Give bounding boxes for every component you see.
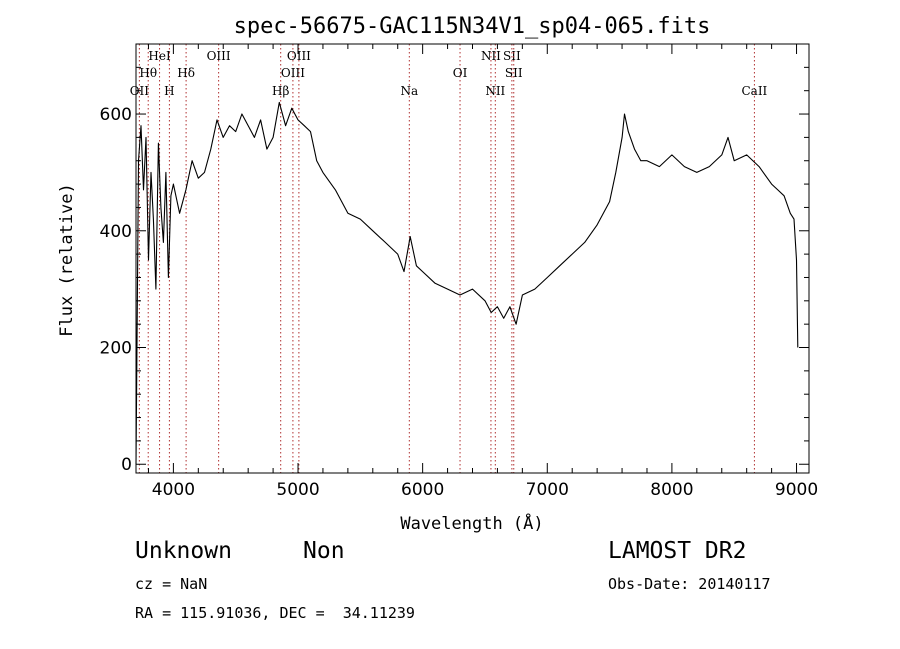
x-axis-label: Wavelength (Å): [400, 512, 543, 534]
obs-date-text: Obs-Date: 20140117: [608, 575, 771, 593]
spectral-line-label: NII: [485, 84, 505, 98]
coords-text: RA = 115.91036, DEC = 34.11239: [135, 604, 415, 622]
spectral-line-label: CaII: [741, 84, 767, 98]
y-tick-label: 400: [100, 222, 132, 242]
cz-text: cz = NaN: [135, 575, 208, 593]
spectral-line-label: OI: [453, 66, 468, 80]
spectral-line-label: H: [164, 84, 174, 98]
y-tick-label: 600: [100, 105, 132, 125]
x-tick-label: 9000: [775, 480, 818, 500]
y-axis-label: Flux (relative): [57, 183, 77, 337]
spectral-line-label: Na: [400, 84, 418, 98]
spectral-line-label: SII: [503, 49, 521, 63]
flux-series-line: [135, 101, 799, 465]
x-tick-label: 5000: [276, 480, 319, 500]
subclass-label: Non: [303, 538, 345, 564]
x-tick-label: 7000: [526, 480, 569, 500]
survey-label: LAMOST DR2: [608, 538, 747, 564]
spectral-line-label: OIII: [287, 49, 311, 63]
class-label: Unknown: [135, 538, 232, 564]
spectral-line-label: OIII: [281, 66, 305, 80]
x-tick-label: 8000: [650, 480, 693, 500]
spectral-line-label: SII: [505, 66, 523, 80]
chart-title: spec-56675-GAC115N34V1_sp04-065.fits: [234, 14, 711, 39]
spectral-line-label: NII: [481, 49, 501, 63]
spectral-line-label: Hθ: [139, 66, 157, 80]
spectral-line-label: OIII: [207, 49, 231, 63]
y-tick-label: 200: [100, 339, 132, 359]
spectral-line-label: Hδ: [177, 66, 195, 80]
plot-area: OIIHθHeIHHδOIIIHβOIIIOIIINaOINIINIISIISI…: [100, 43, 818, 500]
spectral-line-label: Hβ: [272, 84, 289, 98]
y-tick-label: 0: [121, 455, 132, 475]
x-tick-label: 4000: [152, 480, 195, 500]
plot-frame: [135, 43, 810, 474]
spectral-line-label: HeI: [148, 49, 171, 63]
x-tick-label: 6000: [401, 480, 444, 500]
